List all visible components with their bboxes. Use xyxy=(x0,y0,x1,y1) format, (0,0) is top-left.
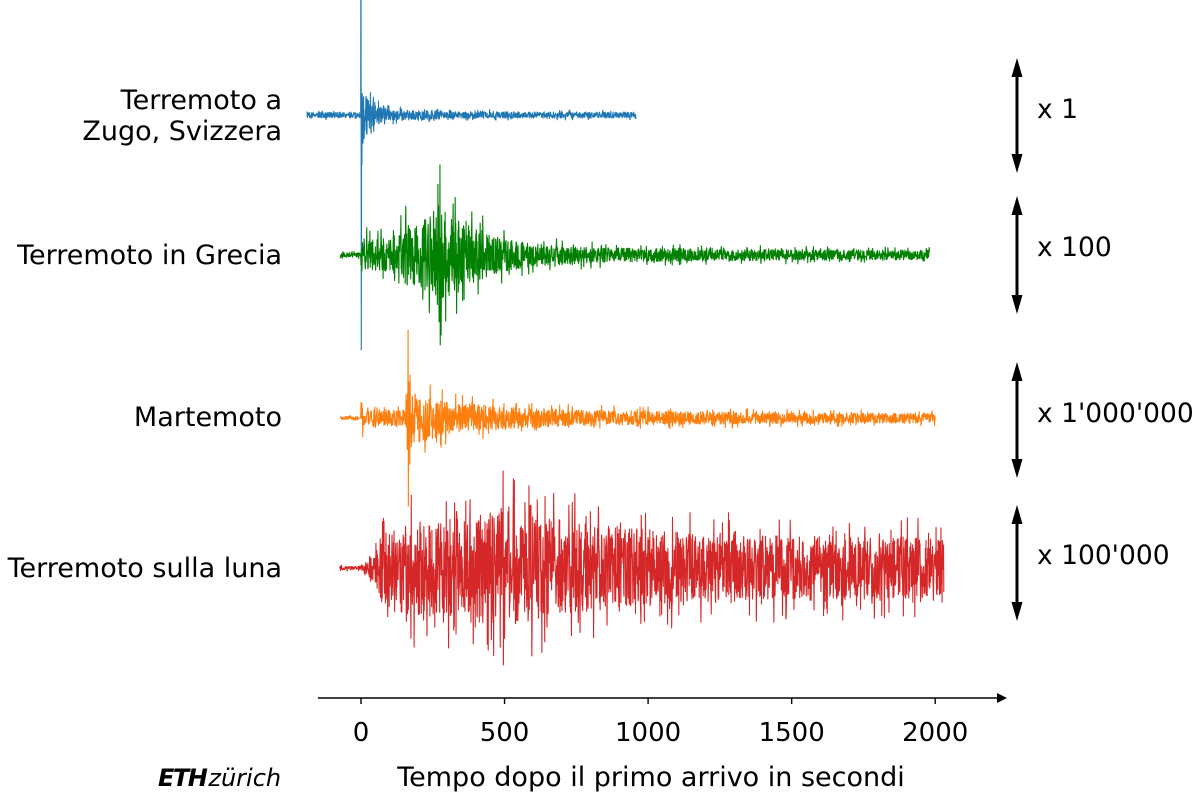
series-label-grecia: Terremoto in Grecia xyxy=(16,240,282,271)
x-axis-label: Tempo dopo il primo arrivo in secondi xyxy=(396,762,905,793)
x-tick-label: 0 xyxy=(353,718,370,748)
trace-marte xyxy=(339,329,936,507)
scale-arrow-zugo xyxy=(1011,58,1023,173)
series-label-zugo-line1: Terremoto a xyxy=(120,85,282,116)
x-tick-label: 1000 xyxy=(615,718,681,748)
series-label-luna: Terremoto sulla luna xyxy=(7,553,282,584)
trace-luna xyxy=(339,470,945,666)
x-tick-label: 500 xyxy=(480,718,530,748)
series-label-marte: Martemoto xyxy=(134,402,282,433)
x-axis-ticks: 0 500 1000 1500 2000 xyxy=(353,698,968,748)
scale-arrow-grecia xyxy=(1011,196,1023,314)
scale-label-grecia: x 100 xyxy=(1037,232,1112,263)
scale-arrow-marte xyxy=(1011,362,1023,478)
scale-label-zugo: x 1 xyxy=(1037,94,1078,125)
x-tick-label: 1500 xyxy=(759,718,825,748)
x-axis-arrow-icon xyxy=(996,693,1007,703)
series-label-zugo-line2: Zugo, Svizzera xyxy=(82,116,282,147)
logo-zurich: zürich xyxy=(207,764,281,792)
scale-label-marte: x 1'000'000 xyxy=(1037,398,1194,429)
scale-label-luna: x 100'000 xyxy=(1037,540,1170,571)
trace-grecia xyxy=(339,164,931,346)
x-tick-label: 2000 xyxy=(902,718,968,748)
scale-arrow-luna xyxy=(1011,505,1023,621)
eth-zurich-logo: ETHzürich xyxy=(158,764,281,792)
trace-zugo xyxy=(306,0,637,351)
logo-eth: ETH xyxy=(158,764,208,792)
